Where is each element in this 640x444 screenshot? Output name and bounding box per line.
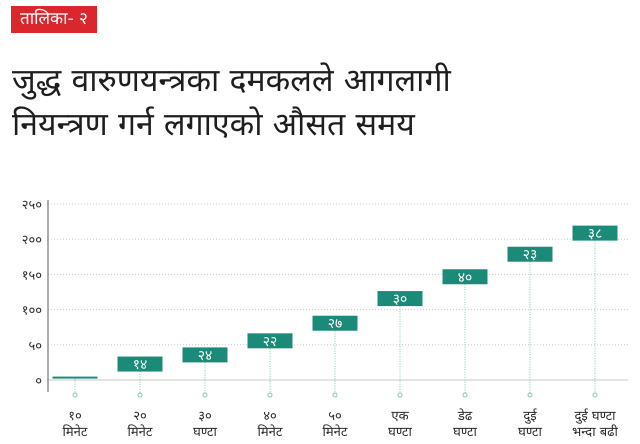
x-tick-label: ३०	[198, 409, 212, 424]
data-marks: १४ २४ २२ २७ ३० ४० २३ ३८	[52, 225, 618, 398]
x-tick-label: घण्टा	[193, 425, 217, 440]
data-label: ३०	[393, 292, 408, 308]
table-number-tag: तालिका- २	[11, 6, 97, 33]
x-tick-label: घण्टा	[518, 425, 542, 440]
data-label: ४०	[458, 270, 473, 286]
x-marker	[202, 392, 208, 398]
x-marker	[267, 392, 273, 398]
value-box	[507, 246, 553, 262]
data-label: १४	[133, 357, 148, 373]
y-tick-label: २००	[22, 233, 42, 248]
data-label: २७	[328, 316, 343, 332]
value-box	[312, 315, 358, 331]
y-tick-label: २५०	[22, 198, 42, 213]
data-label: २४	[198, 348, 213, 364]
x-marker	[592, 392, 598, 398]
x-tick-label: घण्टा	[388, 425, 412, 440]
data-label: २२	[263, 334, 278, 350]
x-tick-label: मिनेट	[63, 424, 88, 440]
value-box	[377, 291, 423, 307]
x-tick-label: घण्टा	[453, 425, 477, 440]
value-box	[442, 269, 488, 285]
chart-title-line-1: जुद्ध वारुणयन्त्रका दमकलले आगलागी	[12, 61, 451, 99]
chart-title: जुद्ध वारुणयन्त्रका दमकलले आगलागी नियन्त…	[12, 58, 622, 146]
x-tick-label: २०	[133, 409, 147, 424]
value-box	[572, 225, 618, 241]
y-tick-label: १५०	[22, 268, 42, 283]
value-box	[182, 347, 228, 363]
y-axis: ० ५० १०० १५० २०० २५०	[22, 198, 49, 392]
y-tick-label: ५०	[28, 339, 42, 354]
x-marker	[527, 392, 533, 398]
x-tick-label: एक	[391, 409, 409, 424]
x-marker	[332, 392, 338, 398]
x-marker	[137, 392, 143, 398]
x-tick-label: ५०	[328, 409, 342, 424]
x-tick-label: डेढ	[457, 408, 473, 424]
y-tick-label: ०	[35, 374, 42, 389]
x-tick-label: १०	[68, 409, 82, 424]
x-marker	[72, 392, 78, 398]
x-marker	[397, 392, 403, 398]
data-label: २३	[523, 247, 538, 263]
x-marker	[462, 392, 468, 398]
chart-title-line-2: नियन्त्रण गर्न लगाएको औसत समय	[12, 105, 415, 143]
x-tick-label: मिनेट	[128, 424, 153, 440]
data-label: ३८	[588, 226, 603, 242]
x-axis: १०मिनेट२०मिनेट३०घण्टा४०मिनेट५०मिनेटएकघण्…	[63, 408, 619, 440]
x-tick-label: मिनेट	[258, 424, 283, 440]
value-box	[117, 356, 163, 372]
value-box	[52, 376, 98, 379]
x-tick-label: भन्दा बढी	[572, 424, 618, 440]
x-tick-label: मिनेट	[323, 424, 348, 440]
y-tick-label: १००	[22, 304, 42, 319]
value-box	[247, 333, 293, 349]
gridlines	[48, 203, 628, 381]
x-tick-label: ४०	[263, 409, 277, 424]
x-tick-label: दुई घण्टा	[574, 408, 616, 424]
x-tick-label: दुई	[523, 408, 537, 424]
